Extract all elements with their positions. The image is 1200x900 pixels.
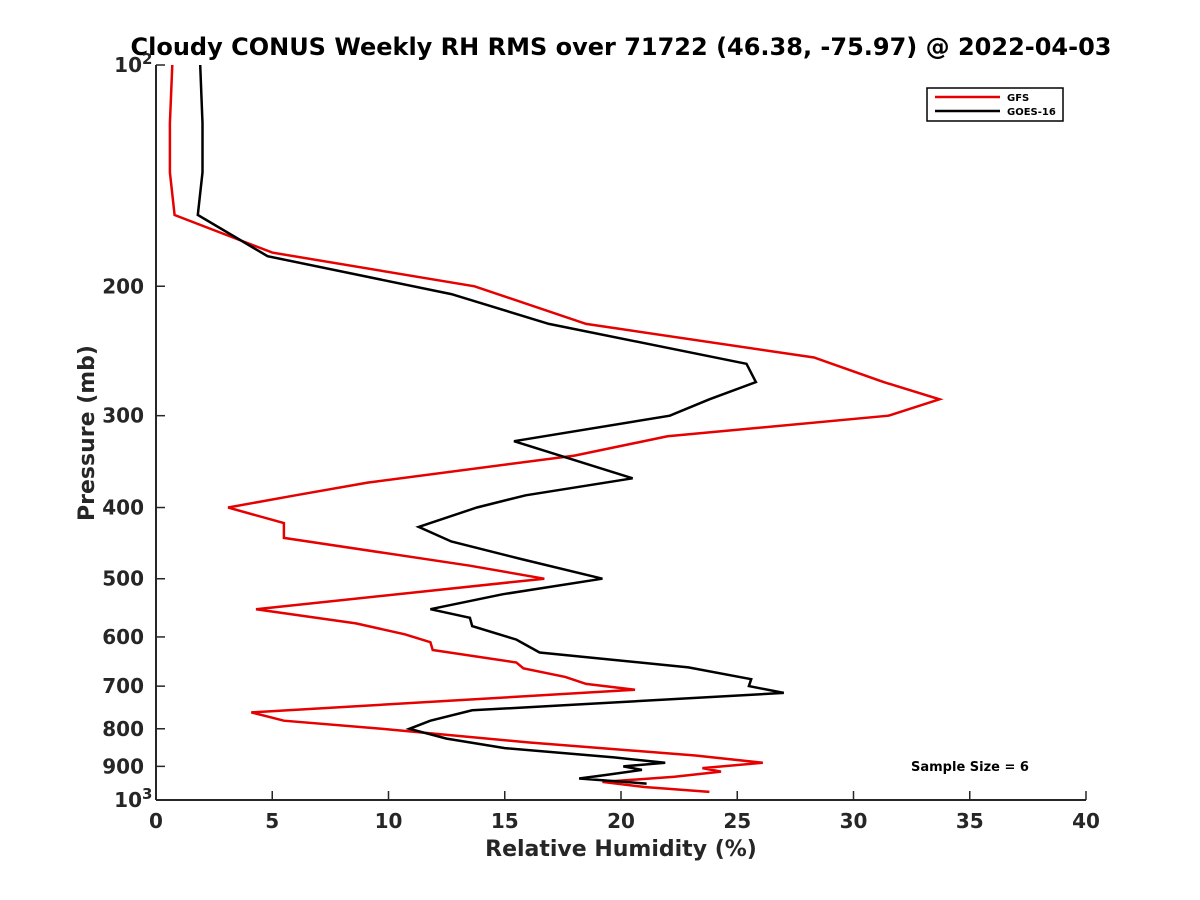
- x-tick-label: 40: [1072, 809, 1100, 833]
- x-tick-label: 20: [607, 809, 635, 833]
- y-tick-label: 700: [102, 674, 144, 698]
- x-tick-label: 0: [149, 809, 163, 833]
- legend-label-gfs: GFS: [1007, 93, 1029, 104]
- series-line-goes16: [196, 64, 785, 785]
- y-tick-label: 400: [102, 496, 144, 520]
- chart-title: Cloudy CONUS Weekly RH RMS over 71722 (4…: [131, 33, 1112, 61]
- legend: GFS GOES-16: [926, 87, 1064, 122]
- legend-label-goes16: GOES-16: [1007, 107, 1056, 118]
- y-tick-label: 200: [102, 274, 144, 298]
- sample-size-annotation: Sample Size = 6: [911, 760, 1029, 775]
- y-axis-label: Pressure (mb): [75, 345, 100, 521]
- series-line-gfs: [168, 64, 944, 794]
- y-tick-exponent: 2: [142, 50, 152, 68]
- series-layer: [168, 64, 944, 794]
- x-tick-label: 35: [956, 809, 984, 833]
- y-tick-label: 300: [102, 404, 144, 428]
- x-tick-label: 25: [723, 809, 751, 833]
- y-tick-label: 600: [102, 625, 144, 649]
- y-tick-label: 800: [102, 717, 144, 741]
- x-ticks: 0 5 10 15 20 25 30 35 40: [149, 791, 1100, 833]
- y-tick-exponent: 3: [142, 785, 152, 803]
- x-tick-label: 10: [375, 809, 403, 833]
- x-axis-label: Relative Humidity (%): [485, 837, 757, 862]
- y-tick-label: 500: [102, 567, 144, 591]
- y-tick-label: 10: [114, 53, 142, 77]
- x-tick-label: 5: [265, 809, 279, 833]
- y-tick-label: 10: [114, 788, 142, 812]
- y-tick-label: 900: [102, 754, 144, 778]
- x-tick-label: 15: [491, 809, 519, 833]
- legend-box: [926, 87, 1064, 122]
- x-tick-label: 30: [840, 809, 868, 833]
